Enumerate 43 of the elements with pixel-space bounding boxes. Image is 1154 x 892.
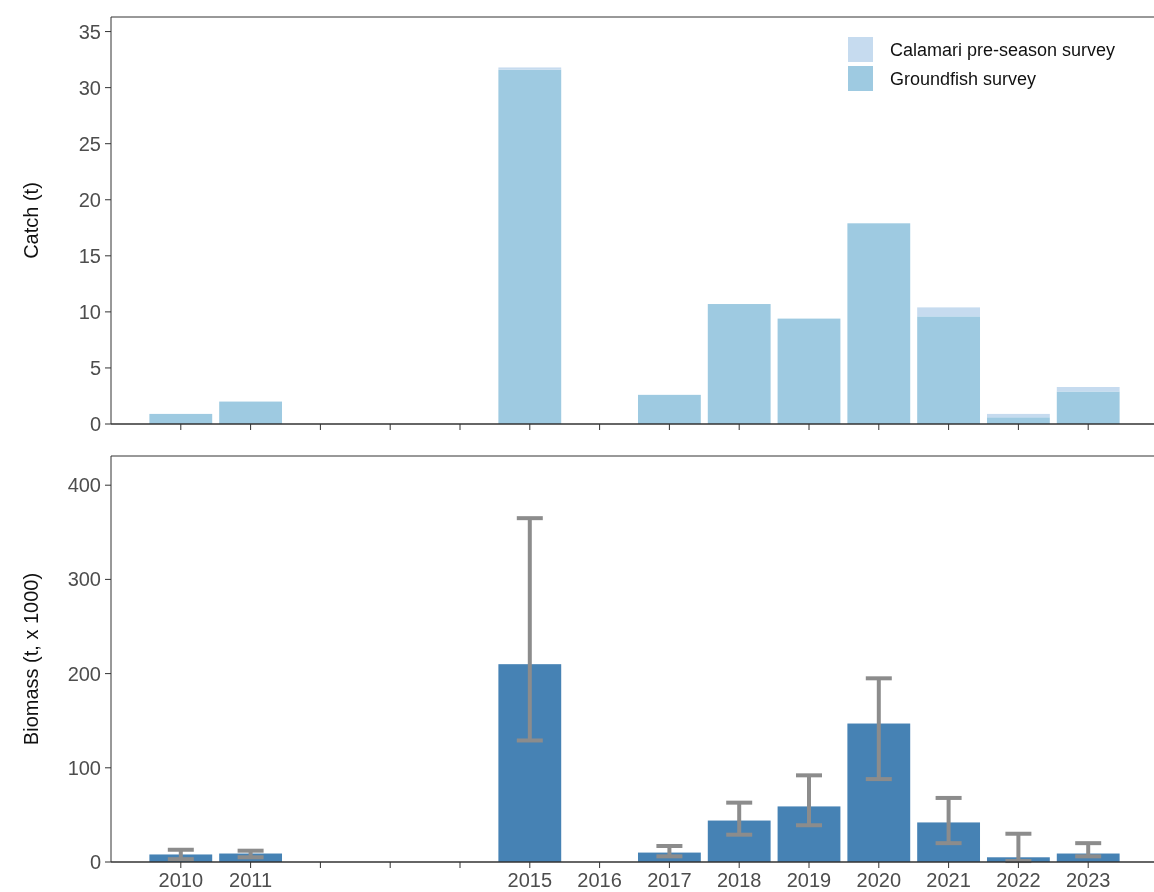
x-tick-label: 2021 [926,869,971,891]
y-axis-title: Catch (t) [20,182,42,259]
bar [498,69,562,424]
bar [986,413,1050,418]
x-tick-label: 2018 [716,869,762,891]
x-tick-label: 2017 [647,869,692,891]
bar [219,401,283,424]
bar [707,820,771,862]
bar [917,307,981,317]
bar [847,223,911,424]
x-tick-label: 2023 [1065,869,1111,891]
bar [1056,391,1120,424]
x-tick-label: 2019 [786,869,832,891]
y-tick-label: 20 [78,188,101,211]
y-tick-label: 35 [78,20,101,43]
y-tick-label: 0 [89,851,101,873]
y-axis-title: Biomass (t, x 1000) [20,572,42,746]
bar [707,304,771,424]
x-tick-label: 2022 [996,869,1041,891]
x-tick-label: 2015 [507,869,553,891]
x-tick-label: 2020 [856,869,902,891]
legend-label: Groundfish survey [890,69,1037,90]
bar [777,318,841,424]
bar [498,67,562,70]
y-tick-label: 0 [89,413,101,435]
y-tick-label: 10 [78,300,101,323]
y-tick-label: 25 [78,132,101,155]
x-tick-label: 2011 [229,869,273,891]
y-tick-label: 400 [67,474,101,497]
bar [498,664,562,862]
bar [777,806,841,862]
bar [637,394,701,424]
x-tick-label: 2010 [158,869,204,891]
y-tick-label: 300 [67,568,101,591]
y-tick-label: 5 [89,356,101,379]
y-tick-label: 15 [78,244,101,267]
legend-label: Calamari pre-season survey [890,40,1116,61]
y-tick-label: 30 [78,76,101,99]
bar [917,316,981,424]
bar [847,723,911,862]
x-tick-label: 2016 [577,869,622,891]
y-tick-label: 200 [67,662,101,685]
y-tick-label: 100 [67,756,101,779]
